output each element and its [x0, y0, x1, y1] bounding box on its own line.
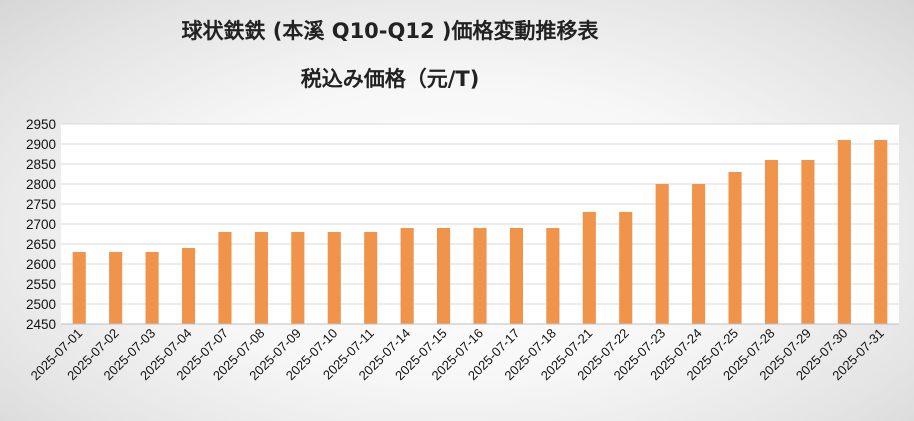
bars — [72, 140, 888, 324]
bar — [655, 184, 669, 324]
bar — [546, 228, 560, 324]
plot-area: 2450 2500 2550 2600 2650 2700 2750 2800 2850 2900… — [26, 117, 899, 383]
bar — [509, 228, 523, 324]
y-tick-label: 2900 — [26, 137, 56, 152]
y-tick-label: 2650 — [26, 237, 56, 252]
y-tick-label: 2600 — [26, 257, 56, 272]
bar — [327, 232, 341, 324]
bar — [692, 184, 706, 324]
bar — [181, 248, 196, 324]
bar — [582, 212, 596, 324]
bar — [72, 252, 86, 324]
y-tick-label: 2850 — [26, 157, 56, 172]
bar — [218, 232, 232, 324]
y-axis: 2450 2500 2550 2600 2650 2700 2750 2800 2850 2900… — [26, 117, 56, 332]
bar — [145, 252, 159, 324]
y-tick-label: 2750 — [26, 197, 56, 212]
chart-title: 球状鉄鉄 (本溪 Q10-Q12 )価格変動推移表 — [182, 19, 600, 43]
y-tick-label: 2500 — [26, 297, 56, 312]
y-tick-label: 2800 — [26, 177, 56, 192]
bar — [437, 228, 451, 324]
bar — [801, 160, 815, 324]
y-tick-label: 2950 — [26, 117, 56, 132]
bar — [254, 232, 268, 324]
bar — [619, 212, 633, 324]
y-tick-label: 2450 — [26, 317, 56, 332]
chart-subtitle: 税込み価格（元/T) — [301, 67, 480, 91]
bar — [109, 252, 123, 324]
y-tick-label: 2550 — [26, 277, 56, 292]
x-axis: 2025-07-012025-07-022025-07-032025-07-04… — [28, 323, 899, 383]
bar — [400, 228, 414, 324]
bar — [837, 140, 851, 324]
bar — [473, 228, 487, 324]
bar — [874, 140, 888, 324]
bar — [728, 172, 742, 324]
y-tick-label: 2700 — [26, 217, 56, 232]
bar — [291, 232, 305, 324]
bar — [364, 232, 378, 324]
bar — [764, 160, 779, 324]
